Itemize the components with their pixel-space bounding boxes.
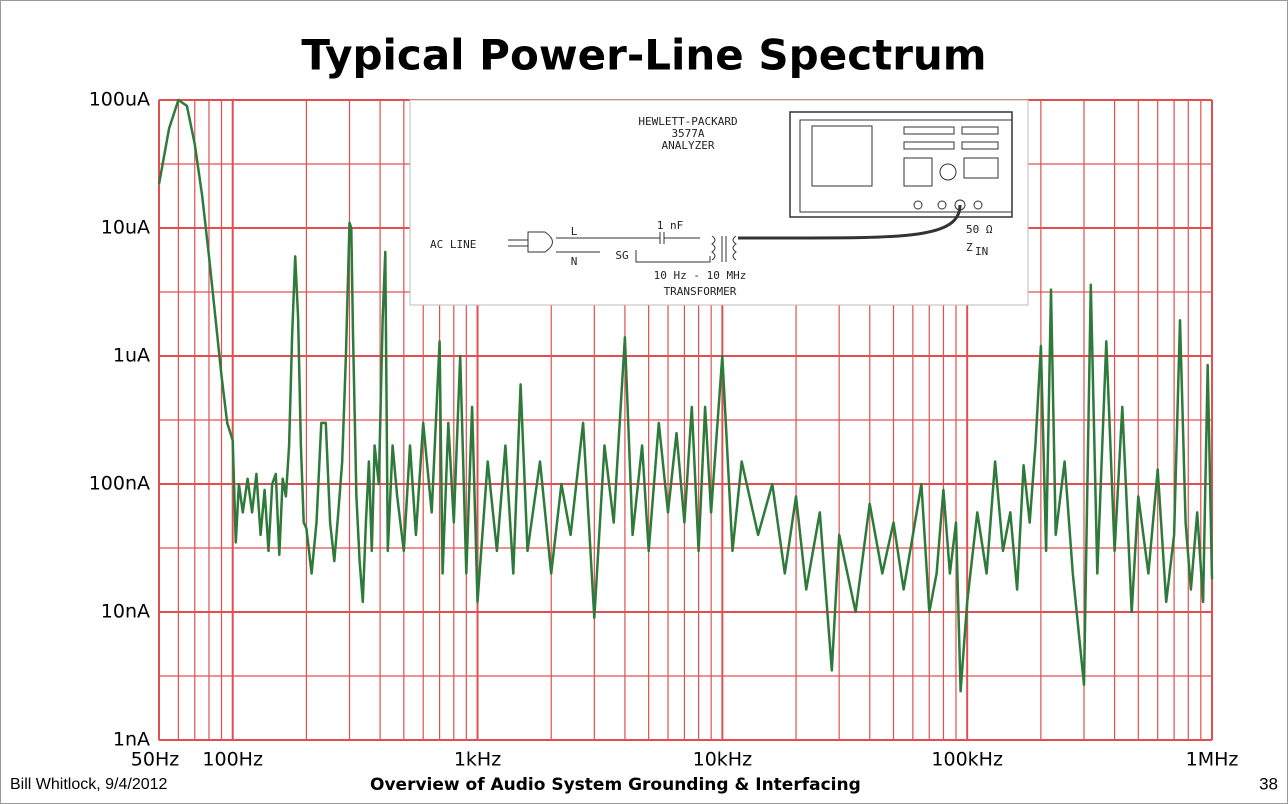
y-tick-label: 1uA — [113, 345, 150, 367]
connector — [937, 200, 947, 210]
y-tick-label: 100nA — [89, 473, 150, 495]
inset-label: 3577A — [671, 127, 704, 140]
x-tick-label: 10kHz — [693, 749, 752, 771]
connector — [913, 200, 923, 210]
wires — [556, 237, 711, 263]
inset-label: 10 Hz - 10 MHz — [654, 269, 747, 282]
analyzer-keys — [961, 126, 999, 135]
x-tick-label: 1MHz — [1186, 749, 1239, 771]
inset-label: N — [571, 255, 578, 268]
inset-label: 1 nF — [657, 219, 684, 232]
analyzer-keypad — [903, 157, 933, 187]
footer-title: Overview of Audio System Grounding & Int… — [370, 775, 861, 795]
inset-label: TRANSFORMER — [664, 285, 737, 298]
x-tick-label: 1kHz — [454, 749, 501, 771]
capacitor — [659, 232, 665, 244]
x-tick-label: 100Hz — [202, 749, 263, 771]
y-tick-label: 100uA — [89, 89, 150, 111]
analyzer-inner — [799, 119, 1013, 213]
plug — [508, 231, 553, 253]
x-tick-label: 100kHz — [931, 749, 1003, 771]
cable — [738, 204, 962, 240]
analyzer-keys — [903, 141, 955, 150]
inset-label: HEWLETT-PACKARD — [638, 115, 737, 128]
analyzer-knob — [939, 163, 957, 181]
inset-label: 50 Ω — [966, 223, 993, 236]
plot — [157, 98, 1214, 693]
connector — [973, 200, 983, 210]
y-tick-label: 10uA — [101, 217, 150, 239]
y-tick-label: 10nA — [101, 601, 150, 623]
transformer — [711, 235, 737, 262]
inset-label: IN — [975, 245, 988, 258]
inset-label: ANALYZER — [662, 139, 715, 152]
spectrum-line — [157, 98, 1214, 693]
inset-label: SG — [615, 249, 628, 262]
analyzer-screen — [811, 125, 873, 187]
inset-label: L — [571, 225, 578, 238]
analyzer-keypad — [963, 157, 999, 179]
y-tick-label: 1nA — [113, 729, 150, 751]
analyzer-keys — [903, 126, 955, 135]
inset-label: AC LINE — [430, 238, 476, 251]
x-tick-label: 50Hz — [131, 749, 179, 771]
analyzer-keys — [961, 141, 999, 150]
footer-page: 38 — [1259, 774, 1278, 793]
footer-author: Bill Whitlock, 9/4/2012 — [10, 776, 168, 793]
inset-label: Z — [966, 241, 973, 254]
chart-title: Typical Power-Line Spectrum — [301, 31, 986, 80]
